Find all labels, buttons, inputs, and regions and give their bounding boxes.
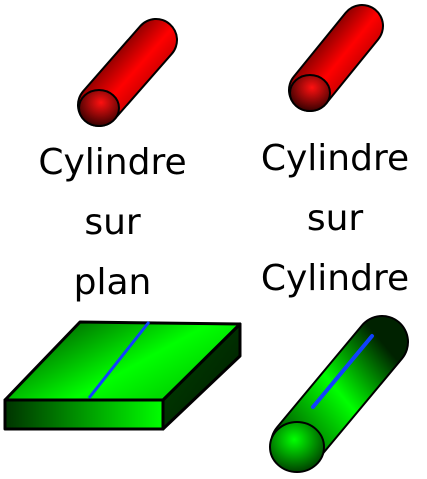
caption-line: Cylindre bbox=[38, 142, 187, 183]
caption-line: Cylindre bbox=[260, 138, 410, 179]
contact-line-icon bbox=[87, 321, 151, 399]
caption-line: sur bbox=[306, 198, 364, 239]
green-cylinder-icon bbox=[269, 315, 409, 473]
caption-cylinder-on-plane: Cylindre sur plan bbox=[5, 133, 220, 313]
green-block-icon bbox=[3, 320, 242, 431]
caption-cylinder-on-cylinder: Cylindre sur Cylindre bbox=[243, 129, 427, 309]
contact-line-icon bbox=[311, 334, 374, 409]
caption-line: Cylindre bbox=[260, 258, 410, 299]
caption-line: sur bbox=[84, 202, 141, 243]
caption-line: plan bbox=[73, 262, 152, 303]
red-cylinder-icon bbox=[77, 18, 178, 127]
red-cylinder-icon bbox=[288, 4, 384, 112]
